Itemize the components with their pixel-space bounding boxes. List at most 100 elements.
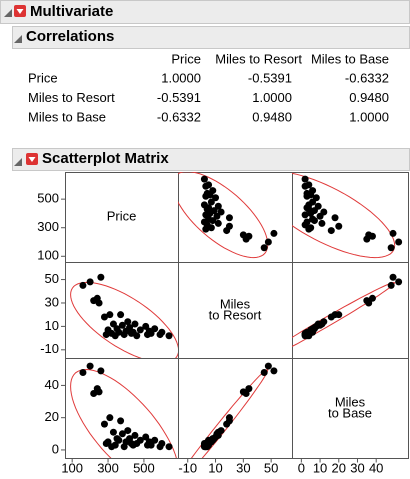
diagonal-label: Miles — [220, 296, 251, 311]
scatter-point — [331, 214, 339, 222]
correlation-value: -0.5391 — [248, 70, 292, 85]
scatter-point — [106, 311, 114, 319]
scatter-point — [108, 443, 116, 451]
panel — [178, 262, 293, 359]
x-tick-label: 50 — [264, 460, 278, 475]
diagonal-label: Miles — [335, 394, 366, 409]
x-tick-label: 10 — [313, 460, 327, 475]
scatter-point — [270, 229, 278, 237]
diagonal-label: to Base — [328, 405, 372, 420]
diagonal-label: to Resort — [209, 307, 262, 322]
scatter-point — [97, 273, 105, 281]
x-tick-label: 300 — [97, 460, 119, 475]
scatter-point — [260, 244, 268, 252]
scatter-point — [165, 332, 173, 340]
scatter-point — [395, 278, 403, 286]
y-tick-label: 30 — [45, 294, 59, 309]
density-ellipse — [70, 281, 178, 358]
menu-icon-arrow — [28, 157, 36, 162]
density-ellipse — [178, 172, 269, 259]
scatter-point — [260, 369, 268, 377]
scatter-point — [212, 194, 220, 202]
scatter-point — [136, 326, 144, 334]
scatter-point — [335, 222, 343, 230]
scatter-point — [117, 417, 125, 425]
scatter-point — [120, 443, 128, 451]
scatter-point — [93, 385, 101, 393]
scatter-point — [207, 224, 215, 232]
scatter-point — [327, 227, 335, 235]
scatter-point — [270, 367, 278, 375]
scatter-point — [316, 212, 324, 220]
scatter-point — [144, 441, 152, 449]
disclosure-triangle[interactable] — [14, 35, 22, 43]
disclosure-triangle[interactable] — [4, 9, 12, 17]
correlation-value: 1.0000 — [349, 109, 389, 124]
scatter-point — [389, 229, 397, 237]
scatter-point — [207, 198, 215, 206]
correlation-value: 1.0000 — [161, 70, 201, 85]
scatter-point — [131, 320, 139, 328]
scatter-point — [389, 273, 397, 281]
row-label: Price — [28, 70, 58, 85]
panel — [65, 262, 179, 359]
scatter-point — [264, 362, 272, 370]
scatter-point — [165, 443, 173, 451]
scatter-point — [209, 217, 217, 225]
scatter-point — [225, 214, 233, 222]
report-title: Multivariate — [30, 3, 113, 20]
scatter-point — [144, 331, 152, 339]
correlation-value: 0.9480 — [349, 90, 389, 105]
correlation-value: 0.9480 — [252, 109, 292, 124]
scatter-point — [318, 320, 326, 328]
section-title: Scatterplot Matrix — [42, 150, 169, 167]
scatter-point — [310, 217, 318, 225]
scatter-point — [301, 211, 309, 219]
scatter-point — [223, 420, 231, 428]
scatter-point — [86, 362, 94, 370]
scatter-point — [395, 238, 403, 246]
column-header: Miles to Resort — [215, 51, 302, 66]
scatter-point — [307, 209, 315, 217]
scatter-point — [142, 322, 150, 330]
scatter-point — [305, 331, 313, 339]
y-tick-label: 0 — [52, 441, 59, 456]
disclosure-triangle[interactable] — [14, 158, 22, 166]
x-tick-label: 500 — [133, 460, 155, 475]
scatter-point — [301, 182, 309, 190]
scatter-point — [363, 297, 371, 305]
panel — [178, 172, 293, 263]
scatter-point — [117, 311, 125, 319]
correlation-value: 1.0000 — [252, 90, 292, 105]
scatter-point — [303, 192, 311, 200]
y-tick-label: 10 — [45, 318, 59, 333]
section-title: Correlations — [26, 28, 114, 45]
scatter-point — [86, 278, 94, 286]
scatter-point — [387, 244, 395, 252]
scatter-point — [368, 232, 376, 240]
x-tick-label: 20 — [332, 460, 346, 475]
scatter-point — [100, 313, 108, 321]
y-tick-label: 300 — [37, 219, 59, 234]
scatter-point — [124, 427, 132, 435]
scatter-point — [225, 414, 233, 422]
density-ellipse — [292, 282, 396, 348]
scatter-point — [79, 369, 87, 377]
scatter-point — [127, 329, 135, 337]
scatter-point — [207, 438, 215, 446]
scatter-point — [223, 227, 231, 235]
scatter-point — [120, 331, 128, 339]
panel — [292, 262, 409, 359]
scatter-point — [100, 420, 108, 428]
y-tick-label: 40 — [45, 377, 59, 392]
scatter-point — [368, 294, 376, 302]
scatter-point — [214, 428, 222, 436]
scatter-point — [318, 219, 326, 227]
scatter-point — [118, 430, 126, 438]
scatter-point — [151, 436, 159, 444]
diagonal-label: Price — [107, 208, 137, 223]
panel — [178, 358, 293, 459]
menu-icon-arrow — [16, 9, 24, 14]
